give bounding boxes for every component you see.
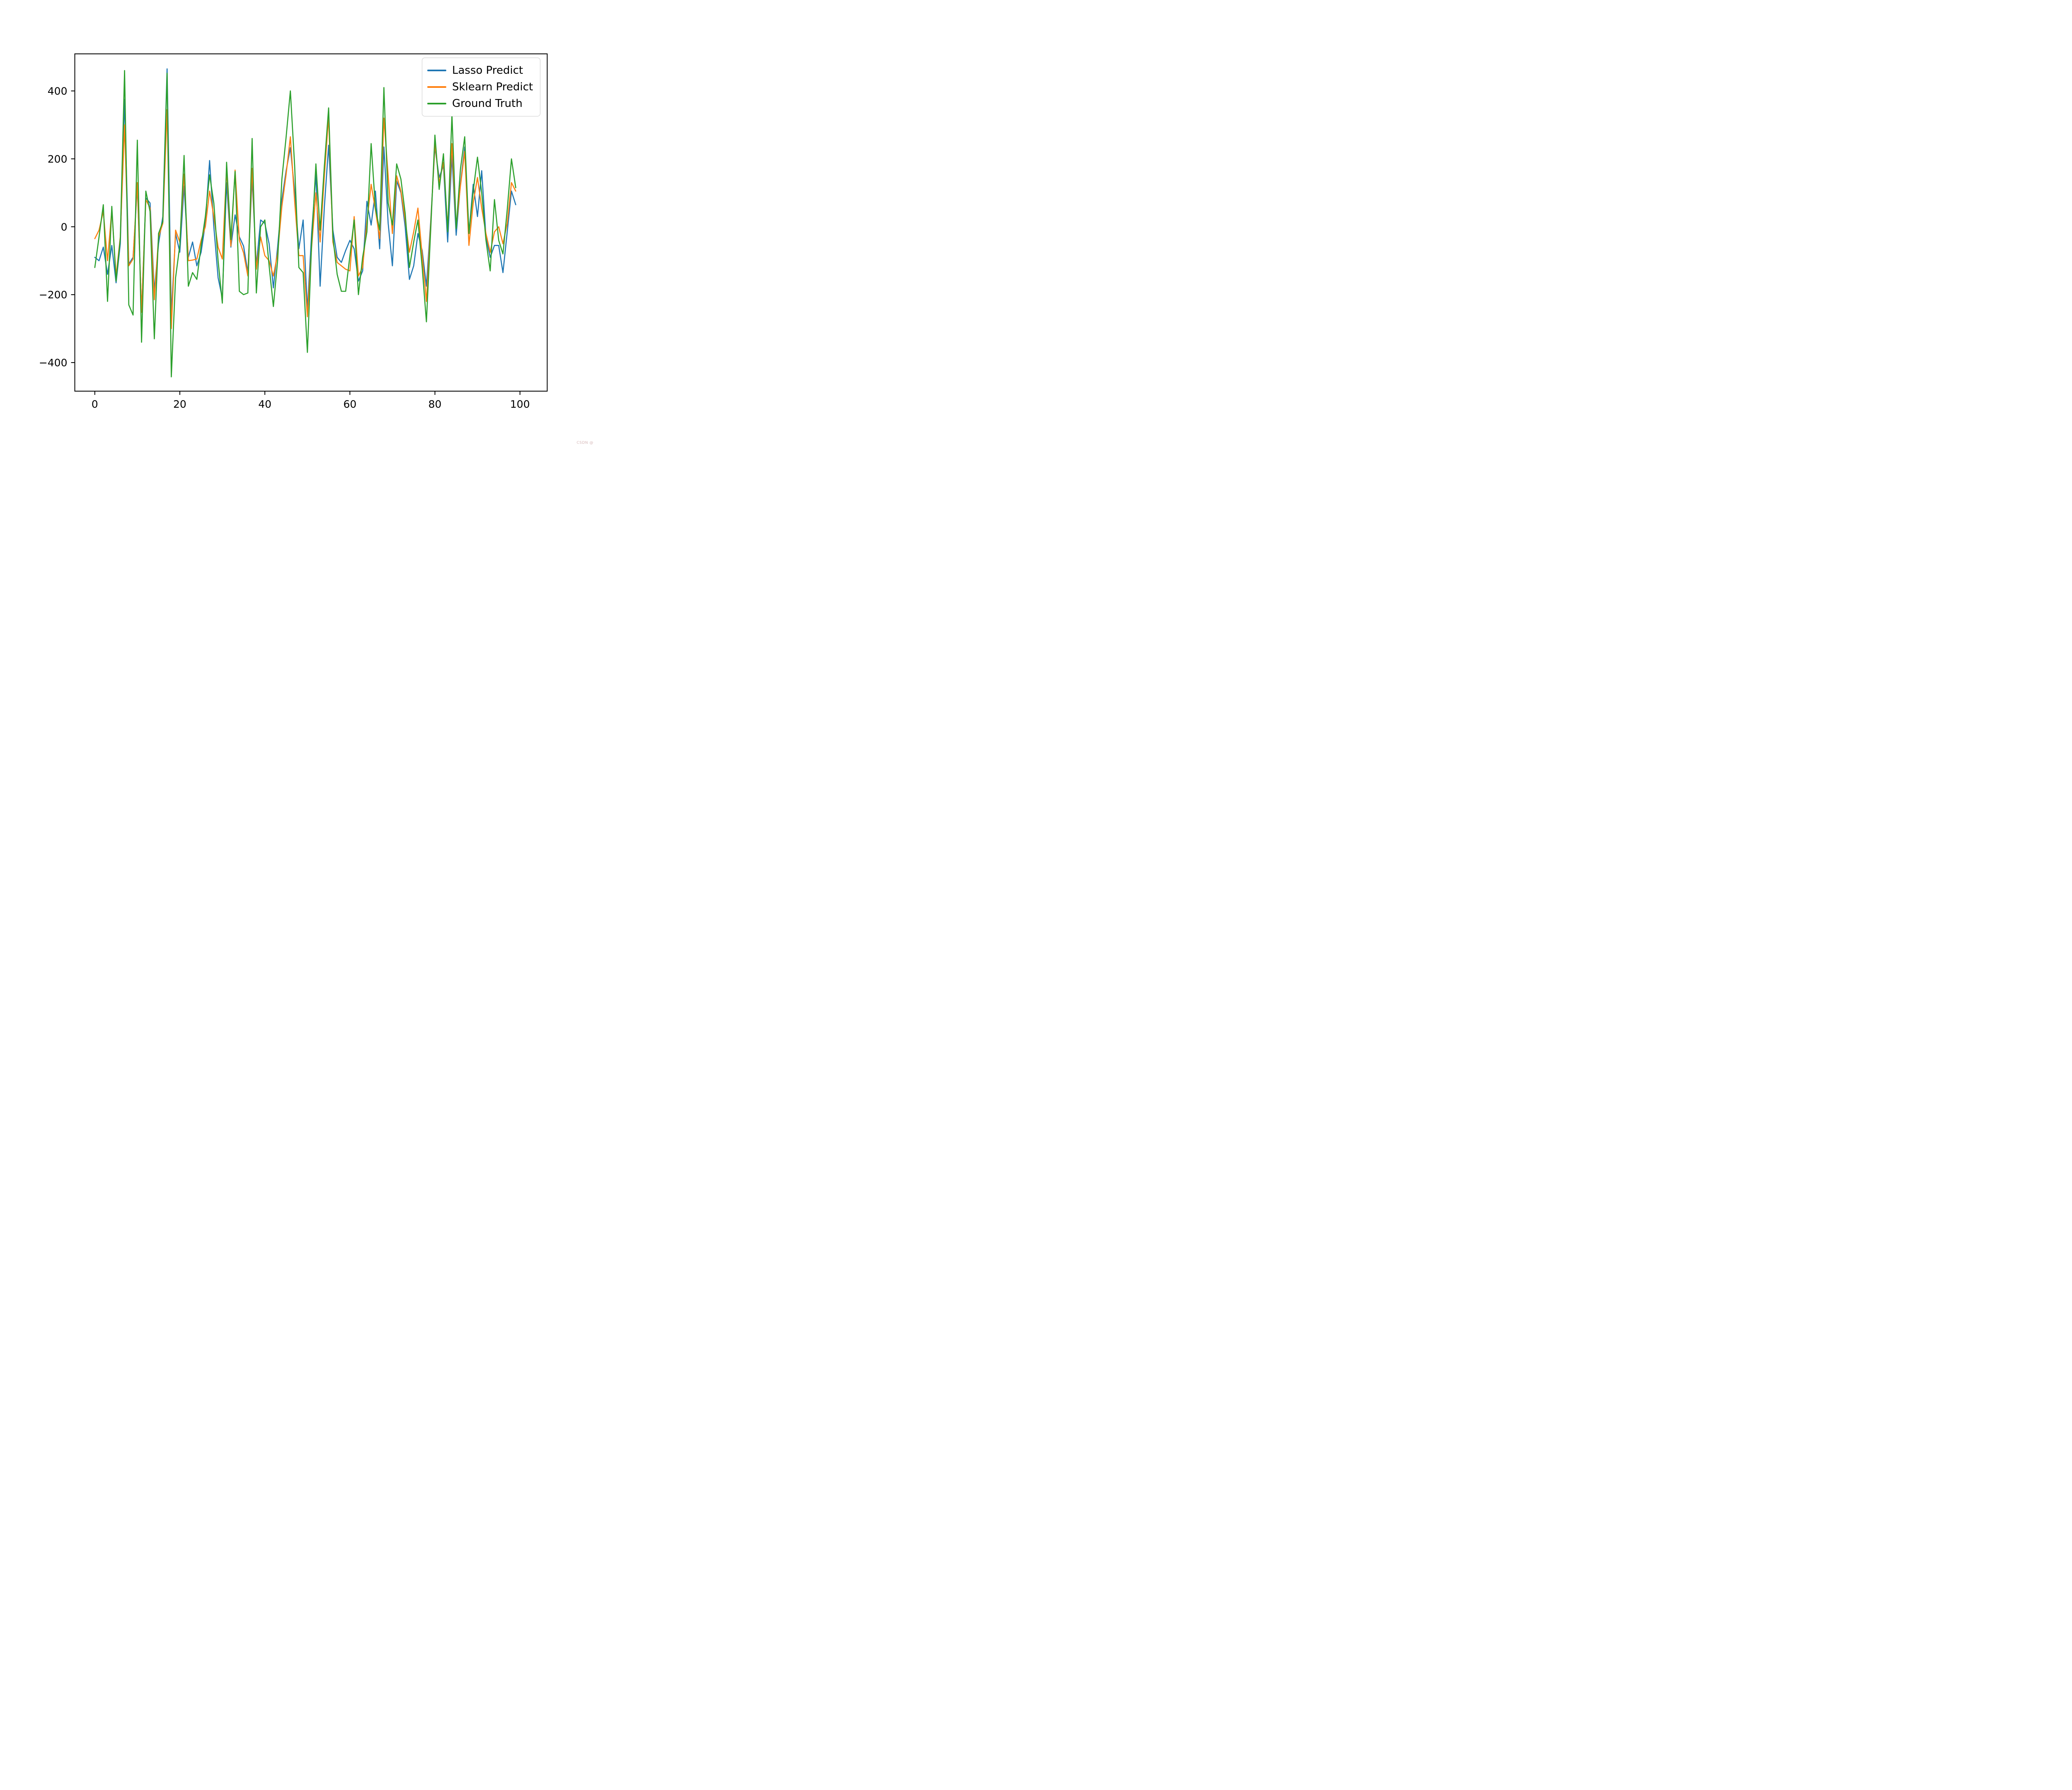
lasso-line-swatch — [427, 69, 446, 72]
y-tick-label: 200 — [48, 153, 68, 165]
x-tick-label: 20 — [173, 398, 186, 410]
x-tick-label: 80 — [428, 398, 442, 410]
line-chart-canvas: 0 20 40 60 80 100 −400 −200 0 200 400 — [39, 53, 548, 410]
plot-border — [74, 53, 548, 392]
sklearn-line-swatch — [427, 86, 446, 88]
legend-item-sklearn: Sklearn Predict — [427, 79, 534, 95]
x-tick-label: 60 — [343, 398, 356, 410]
axis-ticks — [71, 90, 520, 395]
legend-item-ground-truth: Ground Truth — [427, 95, 534, 112]
ground-truth-line-swatch — [427, 102, 446, 105]
y-tick-label: 0 — [61, 221, 68, 233]
legend-label-ground-truth: Ground Truth — [452, 97, 523, 110]
x-tick-label: 100 — [510, 398, 530, 410]
matplotlib-figure: 0 20 40 60 80 100 −400 −200 0 200 400 Lasso Predic… — [0, 0, 597, 448]
x-tick-label: 0 — [92, 398, 98, 410]
csdn-watermark: CSDN @ — [576, 441, 593, 445]
series-line-ground-truth — [94, 70, 516, 377]
y-tick-label: 400 — [48, 85, 68, 97]
legend-label-lasso: Lasso Predict — [452, 64, 523, 77]
legend-item-lasso: Lasso Predict — [427, 62, 534, 79]
chart-legend: Lasso Predict Sklearn Predict Ground Tru… — [422, 58, 540, 116]
axis-tick-labels: 0 20 40 60 80 100 −400 −200 0 200 400 — [39, 85, 530, 410]
x-tick-label: 40 — [258, 398, 271, 410]
y-tick-label: −200 — [39, 289, 68, 301]
legend-label-sklearn: Sklearn Predict — [452, 81, 533, 93]
data-series-lines — [94, 68, 516, 377]
y-tick-label: −400 — [39, 357, 68, 369]
